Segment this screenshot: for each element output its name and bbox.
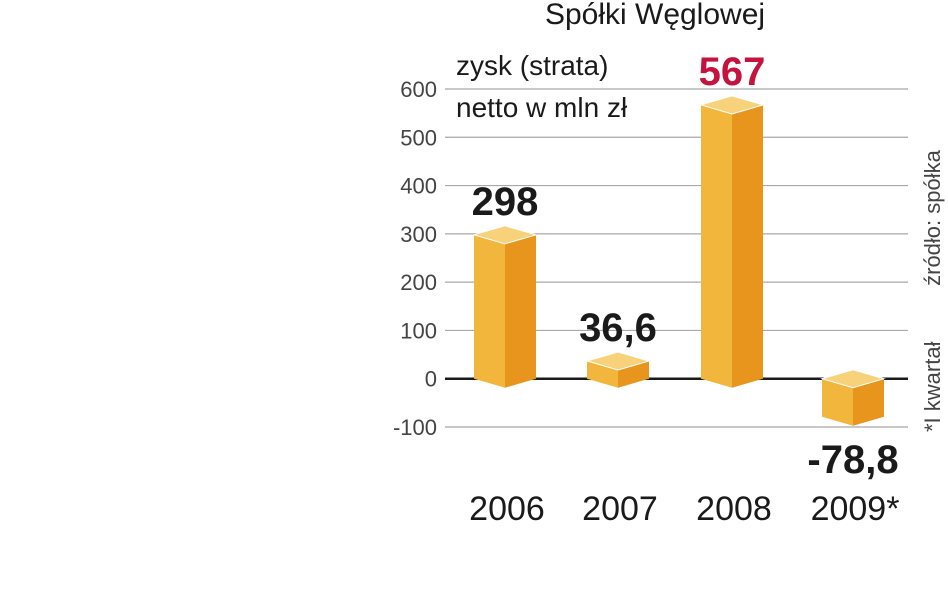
bar-front-face (587, 361, 618, 388)
source-text: źródło: spółka (920, 149, 945, 286)
x-tick-label: 2009* (811, 490, 900, 528)
y-tick-label: 600 (400, 77, 437, 102)
bar-front-face (474, 234, 505, 388)
y-tick-label: 0 (425, 367, 437, 392)
bar-2006 (472, 225, 538, 388)
bar-side-face (618, 361, 649, 388)
bar-side-face (732, 104, 763, 388)
x-tick-label: 2007 (582, 490, 658, 528)
x-tick-label: 2006 (469, 490, 545, 528)
data-labels: 298 36,6 567 -78,8 (472, 50, 899, 482)
data-label: 36,6 (579, 306, 657, 350)
y-tick-label: 200 (400, 270, 437, 295)
y-tick-label: 100 (400, 318, 437, 343)
bar-2008 (699, 95, 765, 388)
bar-2007 (585, 351, 651, 388)
x-axis: 2006 2007 2008 2009* (469, 490, 899, 528)
bar-front-face (822, 378, 853, 426)
x-tick-label: 2008 (696, 490, 772, 528)
bar-2009* (820, 369, 886, 426)
bar-side-face (853, 378, 884, 426)
chart-title: Spółki Węglowej (545, 0, 765, 31)
y-tick-label: 300 (400, 222, 437, 247)
y-tick-label: 500 (400, 125, 437, 150)
data-label: 567 (699, 50, 766, 94)
y-tick-label: 400 (400, 174, 437, 199)
y-axis: 600 500 400 300 200 100 0 -100 (393, 77, 437, 440)
bar-side-face (505, 234, 536, 388)
bar-top-face (820, 369, 886, 389)
bar-top-face (472, 225, 538, 245)
bar-front-face (701, 104, 732, 388)
bar-top-face (585, 351, 651, 371)
chart-subtitle-line-2: netto w mln zł (456, 92, 628, 123)
bar-top-face (699, 95, 765, 115)
data-label: -78,8 (807, 438, 898, 482)
footnote-text: *I kwartał (920, 341, 945, 432)
data-label: 298 (472, 180, 539, 224)
y-tick-label: -100 (393, 415, 437, 440)
bars (472, 95, 886, 426)
chart-subtitle-line-1: zysk (strata) (456, 50, 608, 81)
